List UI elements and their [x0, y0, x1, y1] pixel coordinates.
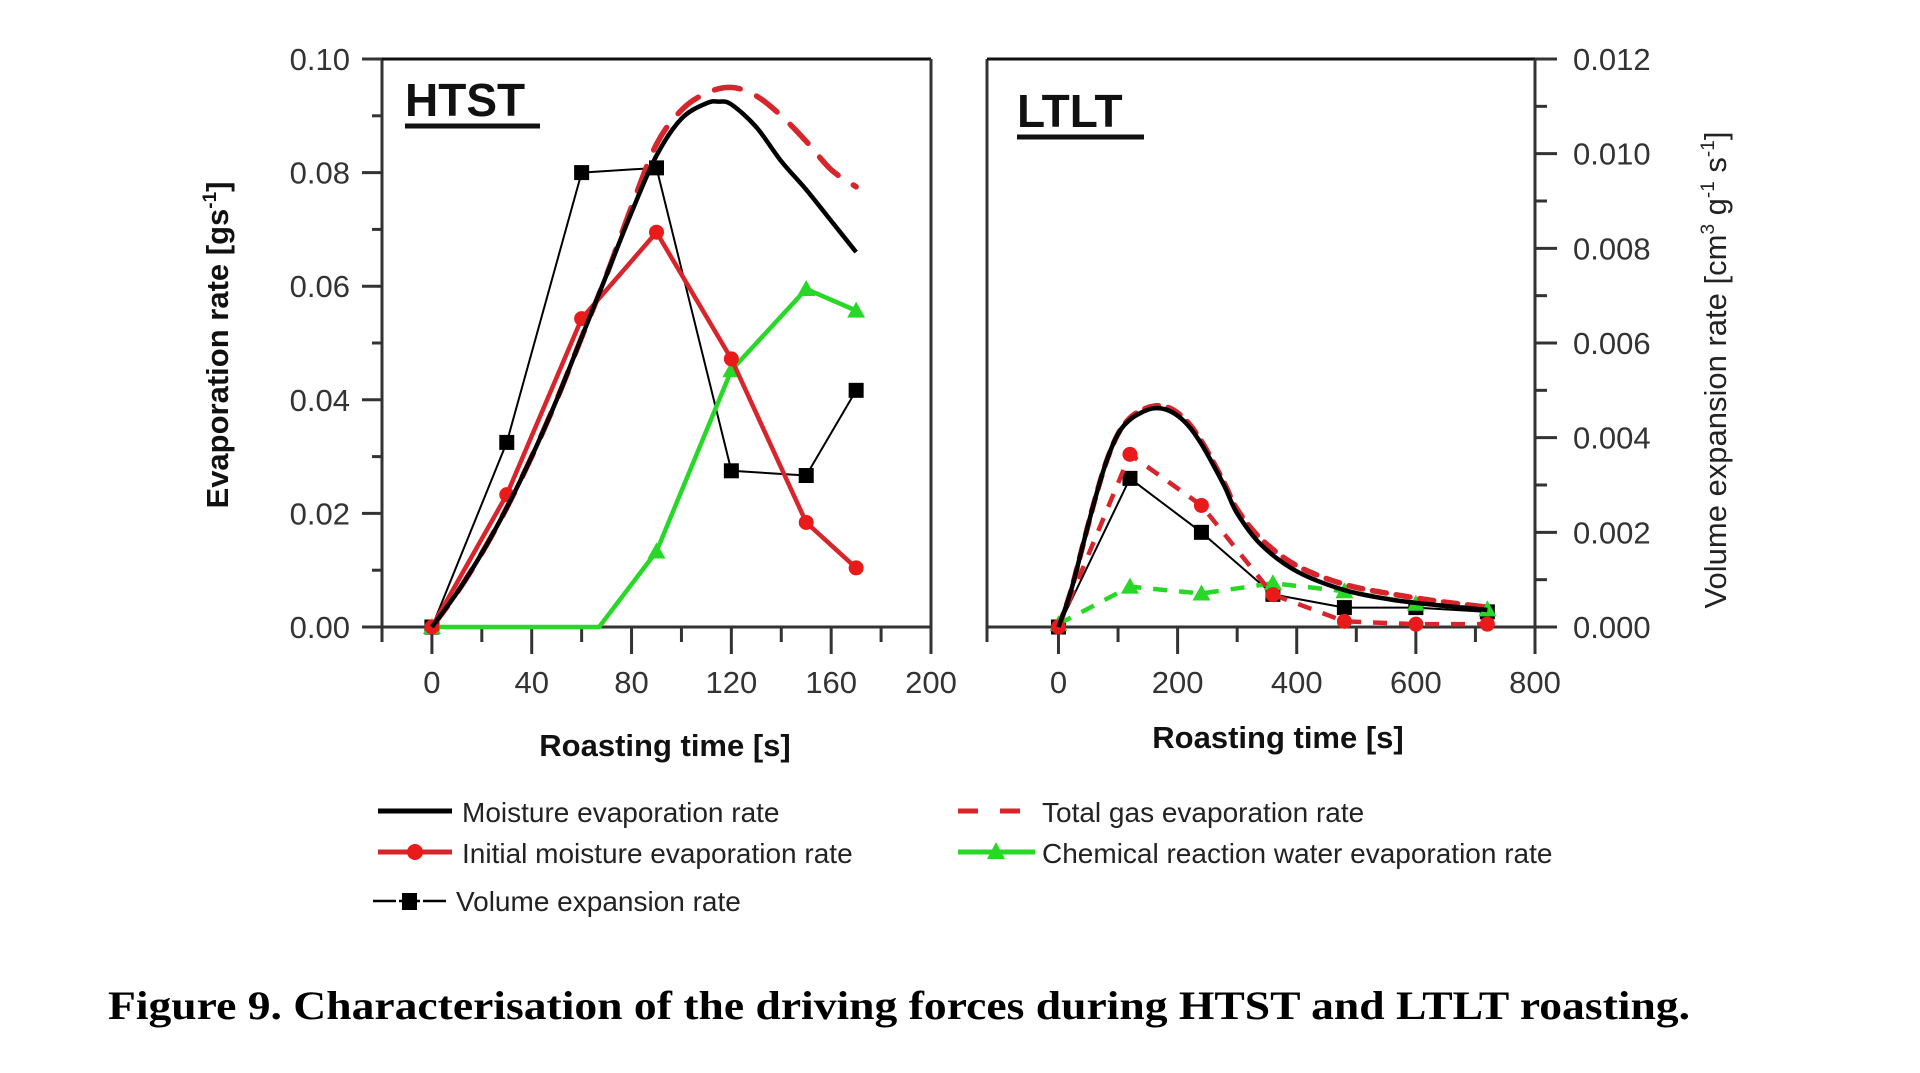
legend-item-moisture: Moisture evaporation rate — [378, 797, 780, 828]
htst-y-tick-label: 0.02 — [290, 496, 350, 531]
legend-label: Volume expansion rate — [456, 886, 741, 917]
ltlt-point-chemical-reaction-water-evaporation-rate — [1192, 584, 1211, 601]
ltlt-point-chemical-reaction-water-evaporation-rate — [1120, 577, 1139, 594]
htst-x-tick-label: 120 — [705, 665, 757, 700]
ltlt-point-volume-expansion-rate — [1122, 470, 1138, 486]
htst-series-initial-moisture-evaporation-rate — [424, 224, 864, 635]
htst-panel-title: HTST — [405, 74, 525, 126]
htst-line-volume-expansion-rate — [430, 166, 857, 628]
ltlt-x-tick-label: 800 — [1509, 665, 1561, 700]
htst-x-axis-title: Roasting time [s] — [539, 728, 790, 763]
htst-point-volume-expansion-rate — [499, 434, 515, 450]
htst-y-tick-label: 0.00 — [290, 610, 350, 645]
ltlt-point-initial-moisture-evaporation-rate — [1408, 616, 1424, 632]
ltlt-y2-tick-label: 0.000 — [1573, 610, 1651, 645]
panel-ltlt: 0 200 400 600 800 0.000 0.002 0.004 0.006 0.008 0.… — [985, 42, 1651, 700]
ltlt-y2-tick-label: 0.010 — [1573, 137, 1651, 172]
ltlt-x-tick-label: 400 — [1271, 665, 1323, 700]
ltlt-point-volume-expansion-rate — [1336, 600, 1352, 616]
ltlt-point-initial-moisture-evaporation-rate — [1265, 587, 1281, 603]
legend-label: Chemical reaction water evaporation rate — [1042, 838, 1552, 869]
panel-htst: 0 40 80 120 160 200 0.00 0.02 0.04 0.06 0.08 0.10 — [290, 42, 957, 700]
legend-marker-circle-icon — [407, 844, 423, 860]
ltlt-y2-tick-label: 0.002 — [1573, 515, 1651, 550]
htst-point-initial-moisture-evaporation-rate — [798, 514, 814, 530]
ltlt-series-moisture-evaporation-rate — [1056, 405, 1488, 628]
legend-label: Total gas evaporation rate — [1042, 797, 1364, 828]
ltlt-point-initial-moisture-evaporation-rate — [1479, 616, 1495, 632]
htst-series-moisture-evaporation-rate — [430, 99, 858, 629]
htst-x-tick-label: 0 — [423, 665, 440, 700]
ltlt-series-initial-moisture-evaporation-rate — [1050, 446, 1495, 635]
right-y-axis-title-main: Volume expansion rate [cm — [1698, 235, 1733, 609]
htst-point-initial-moisture-evaporation-rate — [848, 560, 864, 576]
htst-point-chemical-reaction-water-evaporation-rate — [797, 280, 816, 297]
ltlt-x-tick-label: 600 — [1390, 665, 1442, 700]
htst-x-tick-label: 80 — [614, 665, 648, 700]
right-y-axis-title: Volume expansion rate [cm3 g-1 s-1] — [1698, 132, 1733, 609]
htst-y-tick-label: 0.08 — [290, 156, 350, 191]
htst-point-initial-moisture-evaporation-rate — [723, 351, 739, 367]
htst-y-tick-label: 0.06 — [290, 269, 350, 304]
ltlt-point-initial-moisture-evaporation-rate — [1336, 613, 1352, 629]
htst-point-volume-expansion-rate — [848, 382, 864, 398]
htst-series-chemical-reaction-water-evaporation-rate — [422, 280, 866, 634]
ltlt-point-initial-moisture-evaporation-rate — [1122, 446, 1138, 462]
right-y-axis-title-mid1: g — [1698, 198, 1733, 224]
legend: Moisture evaporation rate Total gas evap… — [373, 797, 1552, 917]
ltlt-point-initial-moisture-evaporation-rate — [1193, 497, 1209, 513]
htst-line-total-gas-evaporation-rate — [429, 84, 859, 630]
right-y-axis-title-sup3: -1 — [1698, 140, 1719, 157]
htst-y-tick-label: 0.04 — [290, 383, 350, 418]
htst-x-tick-label: 160 — [805, 665, 857, 700]
ltlt-panel-title: LTLT — [1017, 85, 1123, 137]
legend-item-chemical-reaction: Chemical reaction water evaporation rate — [958, 838, 1552, 869]
ltlt-x-axis-title: Roasting time [s] — [1152, 720, 1403, 755]
htst-line-moisture-evaporation-rate — [430, 99, 858, 629]
legend-marker-square-icon — [402, 893, 417, 910]
legend-label: Moisture evaporation rate — [462, 797, 780, 828]
legend-marker-triangle-icon — [987, 842, 1005, 859]
ltlt-y2-tick-label: 0.004 — [1573, 421, 1651, 456]
htst-point-volume-expansion-rate — [574, 165, 590, 181]
right-y-axis-title-mid2: s — [1698, 157, 1733, 181]
ltlt-point-volume-expansion-rate — [1193, 524, 1209, 540]
left-y-axis-title: Evaporation rate [gs-1] — [200, 182, 235, 509]
right-y-axis-title-sup2: -1 — [1698, 181, 1719, 198]
htst-series-total-gas-evaporation-rate — [429, 84, 859, 630]
legend-item-volume-expansion: Volume expansion rate — [373, 886, 741, 917]
htst-point-volume-expansion-rate — [798, 468, 814, 484]
htst-x-tick-label: 200 — [905, 665, 957, 700]
ltlt-x-tick-label: 200 — [1152, 665, 1204, 700]
htst-point-chemical-reaction-water-evaporation-rate — [647, 542, 666, 559]
htst-point-initial-moisture-evaporation-rate — [649, 224, 664, 240]
htst-point-volume-expansion-rate — [723, 463, 739, 479]
legend-label: Initial moisture evaporation rate — [462, 838, 853, 869]
left-y-axis-title-main: Evaporation rate [gs — [200, 209, 235, 509]
htst-line-chemical-reaction-water-evaporation-rate — [431, 286, 858, 630]
htst-y-tick-label: 0.10 — [290, 42, 350, 77]
ltlt-y2-tick-label: 0.006 — [1573, 326, 1651, 361]
htst-x-tick-label: 40 — [514, 665, 548, 700]
legend-item-total-gas: Total gas evaporation rate — [958, 797, 1364, 828]
right-y-axis-title-end: ] — [1698, 132, 1733, 141]
ltlt-point-chemical-reaction-water-evaporation-rate — [1263, 574, 1282, 591]
ltlt-y2-tick-label: 0.008 — [1573, 231, 1651, 266]
figure-caption: Figure 9. Characterisation of the drivin… — [108, 983, 1690, 1028]
left-y-axis-title-end: ] — [200, 182, 235, 192]
left-y-axis-title-sup: -1 — [200, 191, 221, 208]
ltlt-y2-tick-label: 0.012 — [1573, 42, 1651, 77]
htst-series-volume-expansion-rate — [424, 160, 864, 635]
ltlt-line-moisture-evaporation-rate — [1056, 405, 1488, 628]
htst-point-chemical-reaction-water-evaporation-rate — [847, 301, 866, 318]
legend-item-initial-moisture: Initial moisture evaporation rate — [378, 838, 853, 869]
right-y-axis-title-sup1: 3 — [1698, 224, 1719, 235]
ltlt-x-tick-label: 0 — [1050, 665, 1067, 700]
